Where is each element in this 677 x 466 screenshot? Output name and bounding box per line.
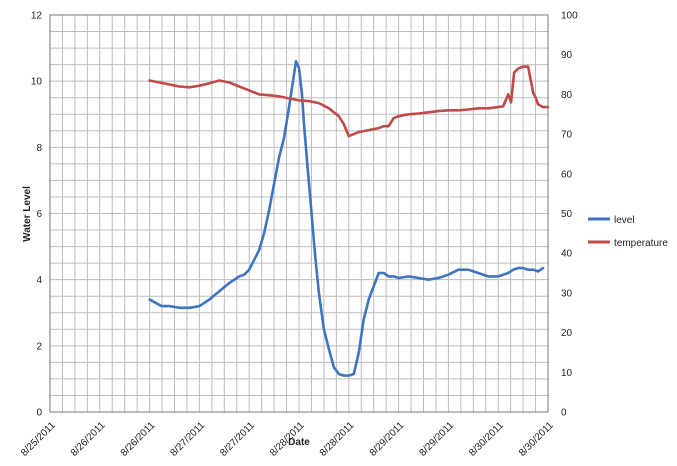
series-line-level (148, 60, 545, 377)
right-tick-label: 60 (561, 169, 573, 180)
left-tick-label: 6 (36, 209, 42, 220)
left-tick-label: 0 (36, 408, 42, 419)
right-tick-label: 70 (561, 130, 573, 141)
left-axis-ticks: 0 2 4 6 8 10 12 (31, 11, 43, 419)
series-layer (148, 60, 550, 377)
legend-label-level: level (614, 215, 635, 226)
right-tick-label: 20 (561, 328, 573, 339)
plot-frame (49, 14, 549, 413)
left-tick-label: 10 (31, 77, 43, 88)
legend-label-temperature: temperature (614, 238, 668, 249)
right-axis-ticks: 0 10 20 30 40 50 60 70 80 90 100 (561, 11, 578, 419)
series-line-temperature (148, 65, 550, 138)
right-tick-label: 80 (561, 90, 573, 101)
left-tick-label: 12 (31, 11, 43, 22)
right-tick-label: 40 (561, 249, 573, 260)
right-tick-label: 100 (561, 11, 578, 22)
grid-lines (50, 15, 548, 412)
x-axis-title: Date (288, 437, 310, 448)
left-tick-label: 8 (36, 143, 42, 154)
left-tick-label: 4 (36, 275, 42, 286)
left-tick-label: 2 (36, 341, 42, 352)
y-axis-title: Water Level (22, 186, 33, 242)
right-tick-label: 0 (561, 408, 567, 419)
right-tick-label: 10 (561, 368, 573, 379)
right-tick-label: 90 (561, 50, 573, 61)
legend: level temperature (588, 215, 668, 249)
right-tick-label: 50 (561, 209, 573, 220)
right-tick-label: 30 (561, 288, 573, 299)
